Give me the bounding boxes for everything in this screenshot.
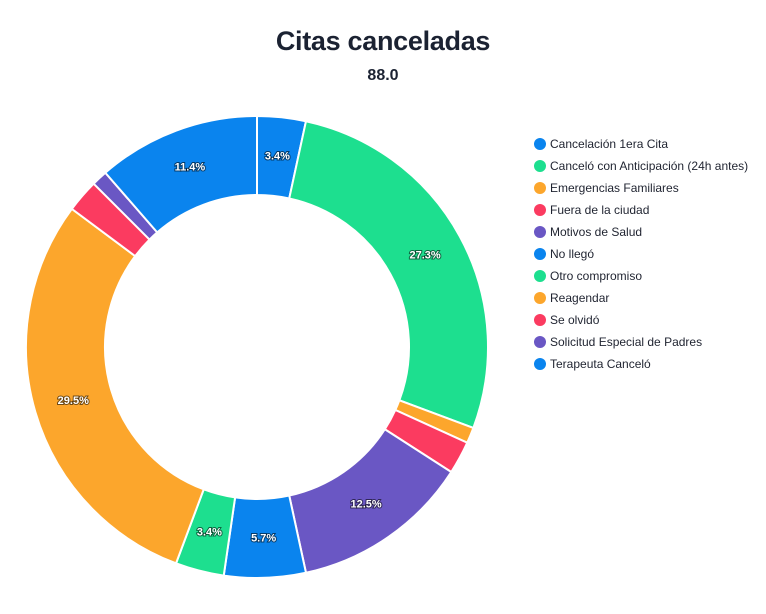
legend-item[interactable]: Fuera de la ciudad (534, 199, 748, 221)
legend-label: Cancelación 1era Cita (550, 137, 669, 151)
legend-label: Otro compromiso (550, 269, 643, 283)
slice-data-label: 12.5% (351, 498, 382, 510)
legend-swatch (534, 336, 546, 348)
legend-swatch (534, 138, 546, 150)
legend-swatch (534, 358, 546, 370)
chart-subtitle: 88.0 (367, 67, 399, 84)
legend-item[interactable]: Emergencias Familiares (534, 177, 748, 199)
legend-item[interactable]: Cancelación 1era Cita (534, 133, 748, 155)
legend-item[interactable]: Reagendar (534, 287, 748, 309)
legend-label: Terapeuta Canceló (550, 357, 651, 371)
legend-item[interactable]: Otro compromiso (534, 265, 748, 287)
slice-data-label: 27.3% (410, 249, 441, 261)
legend-swatch (534, 226, 546, 238)
legend-swatch (534, 182, 546, 194)
legend-label: Fuera de la ciudad (550, 203, 650, 217)
legend-label: Se olvidó (550, 313, 600, 327)
legend-item[interactable]: Terapeuta Canceló (534, 353, 748, 375)
legend-label: Solicitud Especial de Padres (550, 335, 703, 349)
chart-legend: Cancelación 1era Cita Canceló con Anticip… (534, 133, 748, 375)
legend-label: Motivos de Salud (550, 225, 643, 239)
legend-swatch (534, 248, 546, 260)
legend-item[interactable]: No llegó (534, 243, 748, 265)
legend-swatch (534, 270, 546, 282)
legend-item[interactable]: Canceló con Anticipación (24h antes) (534, 155, 748, 177)
legend-item[interactable]: Se olvidó (534, 309, 748, 331)
legend-label: No llegó (550, 247, 595, 261)
slice-data-label: 29.5% (58, 395, 89, 407)
donut-slice[interactable] (288, 120, 489, 430)
legend-item[interactable]: Solicitud Especial de Padres (534, 331, 748, 353)
slice-data-label: 3.4% (197, 526, 222, 538)
legend-item[interactable]: Motivos de Salud (534, 221, 748, 243)
donut-slice[interactable] (103, 114, 258, 234)
legend-swatch (534, 160, 546, 172)
legend-swatch (534, 292, 546, 304)
legend-label: Reagendar (550, 291, 610, 305)
slice-data-label: 11.4% (175, 162, 206, 174)
legend-swatch (534, 204, 546, 216)
legend-swatch (534, 314, 546, 326)
donut-slice[interactable] (25, 207, 206, 565)
slice-data-label: 5.7% (251, 532, 276, 544)
legend-label: Emergencias Familiares (550, 181, 679, 195)
chart-title: Citas canceladas (275, 26, 491, 56)
legend-label: Canceló con Anticipación (24h antes) (550, 159, 749, 173)
slice-data-label: 3.4% (265, 151, 290, 163)
